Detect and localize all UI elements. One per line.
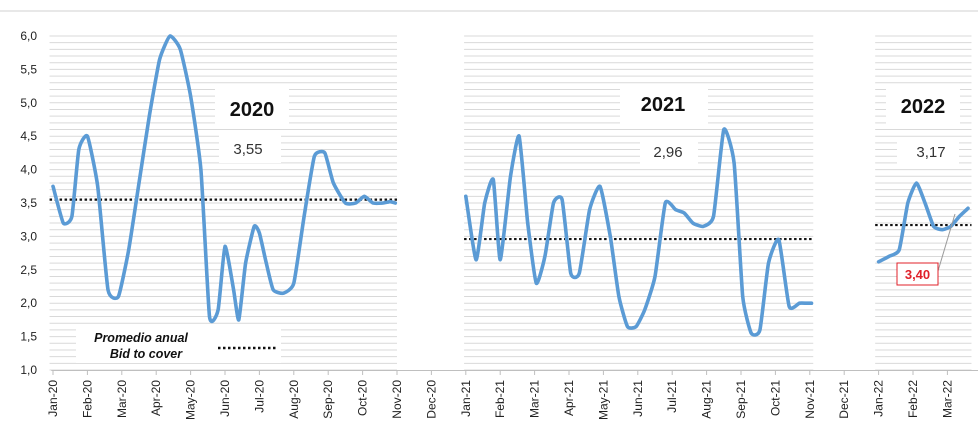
y-tick-label: 5,5	[20, 62, 37, 76]
year-label-2020: 2020	[230, 99, 275, 121]
x-tick-label: Sep-21	[734, 380, 748, 419]
average-label-2022: 3,17	[916, 144, 945, 161]
x-tick-label: Jun-21	[631, 380, 645, 417]
y-tick-label: 4,0	[20, 163, 37, 177]
label-background	[620, 84, 708, 124]
x-tick-label: Nov-20	[390, 380, 404, 419]
x-tick-label: Apr-20	[149, 380, 163, 416]
x-tick-label: Oct-20	[356, 380, 370, 416]
average-label-2021: 2,96	[653, 144, 682, 161]
y-tick-label: 4,5	[20, 129, 37, 143]
x-tick-label: Jan-20	[46, 380, 60, 417]
x-tick-label: Mar-21	[528, 380, 542, 418]
x-tick-label: Oct-21	[768, 380, 782, 416]
axes: 6,0 5,5 5,0 4,5 4,0 3,5 3,0 2,5 2,0 1,5 1,0 Jan-20 F…	[0, 10, 978, 420]
label-background	[215, 87, 289, 125]
x-tick-label: Feb-20	[80, 380, 94, 418]
y-tick-label: 5,0	[20, 96, 37, 110]
x-tick-label: Sep-20	[321, 380, 335, 419]
x-tick-label: Apr-21	[562, 380, 576, 416]
legend-line2: Bid to cover	[110, 347, 183, 361]
y-tick-label: 2,5	[20, 263, 37, 277]
callout-box	[896, 262, 939, 286]
x-tick-label: Feb-21	[493, 380, 507, 418]
y-tick-label: 2,0	[20, 296, 37, 310]
label-background	[886, 88, 960, 124]
x-tick-label: Nov-21	[803, 380, 817, 419]
x-tick-label: Jul-20	[252, 380, 266, 413]
x-tick-label: May-20	[184, 380, 198, 420]
legend-line1: Promedio anual	[94, 331, 188, 345]
callout-label: 3,40	[905, 267, 930, 282]
legend: Promedio anual Bid to cover	[76, 327, 281, 363]
x-tick-label: Jun-20	[218, 380, 232, 417]
x-tick-label: Dec-21	[837, 380, 851, 419]
series-line-2022	[876, 181, 970, 264]
x-tick-label: May-21	[596, 380, 610, 420]
x-tick-label: Dec-20	[424, 380, 438, 419]
x-tick-label: Jan-21	[459, 380, 473, 417]
average-lines	[49, 198, 972, 241]
y-tick-label: 6,0	[20, 29, 37, 43]
year-label-2022: 2022	[901, 96, 946, 118]
y-tick-label: 1,5	[20, 330, 37, 344]
callout-leader	[937, 213, 956, 272]
x-tick-label: Aug-21	[700, 380, 714, 419]
x-tick-label: Jul-21	[665, 380, 679, 413]
callout: 3,40	[896, 213, 956, 286]
y-tick-label: 3,5	[20, 196, 37, 210]
average-label-2020: 3,55	[233, 141, 262, 158]
series-lines	[51, 34, 970, 337]
label-background	[219, 135, 281, 163]
y-tick-label: 3,0	[20, 229, 37, 243]
x-tick-label: Feb-22	[906, 380, 920, 418]
series-line-2020	[51, 34, 398, 324]
x-tick-label: Mar-22	[940, 380, 954, 418]
year-label-2021: 2021	[641, 94, 686, 116]
label-background	[897, 140, 959, 168]
x-tick-label: Mar-20	[115, 380, 129, 418]
label-background	[640, 140, 698, 166]
x-tick-label: Jan-22	[872, 380, 886, 417]
x-tick-label: Aug-20	[287, 380, 301, 419]
y-tick-label: 1,0	[20, 363, 37, 377]
series-line-2021	[464, 127, 814, 337]
